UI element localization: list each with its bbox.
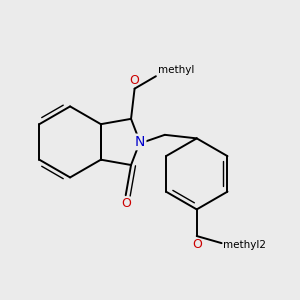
Text: O: O [192,238,202,250]
Text: N: N [135,135,145,149]
Text: methyl2: methyl2 [223,240,266,250]
Text: O: O [121,197,130,210]
Text: methyl: methyl [158,64,194,75]
Text: O: O [130,74,140,87]
